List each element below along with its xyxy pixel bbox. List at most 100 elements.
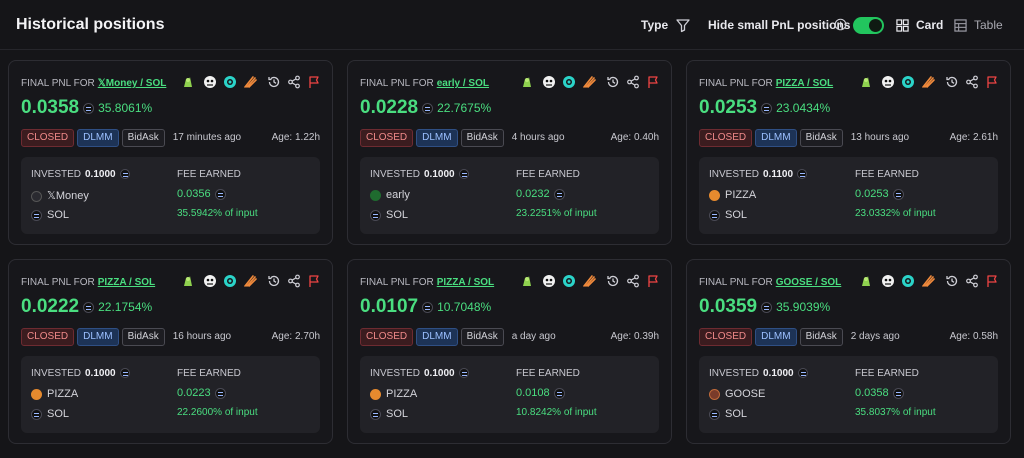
page-title: Historical positions — [16, 16, 165, 33]
time-ago: 17 minutes ago — [172, 132, 242, 143]
filter-icon[interactable] — [675, 17, 691, 33]
invested-value: 0.1000 — [85, 169, 116, 180]
share-icon[interactable] — [287, 75, 301, 89]
final-pnl-line: FINAL PNL FOR PIZZA / SOL — [360, 277, 494, 288]
dex-screener-icon[interactable] — [181, 274, 195, 288]
birdeye-icon[interactable] — [881, 274, 895, 288]
early-token-icon — [370, 189, 381, 201]
fee-value: 0.0223 — [177, 387, 230, 399]
share-icon[interactable] — [287, 274, 301, 288]
pair-link[interactable]: PIZZA / SOL — [436, 277, 495, 288]
pair-link[interactable]: early / SOL — [436, 78, 489, 89]
fee-amount: 0.0232 — [516, 188, 550, 200]
birdeye-icon[interactable] — [542, 75, 556, 89]
strategy-badge: BidAsk — [799, 328, 843, 346]
history-icon[interactable] — [267, 75, 281, 89]
invested-label: INVESTED — [31, 169, 82, 180]
flag-icon[interactable] — [307, 274, 321, 288]
invested-value: 0.1000 — [763, 368, 794, 379]
dex-screener-icon[interactable] — [520, 75, 534, 89]
card-view-icon[interactable] — [896, 19, 909, 32]
share-icon[interactable] — [626, 75, 640, 89]
token-name: PIZZA — [386, 388, 418, 400]
token-name: GOOSE — [725, 388, 766, 400]
position-card: FINAL PNL FOR 𝕏Money / SOL — [8, 60, 333, 245]
pnl-percent: 10.7048% — [437, 300, 492, 314]
gmgn-icon[interactable] — [223, 75, 237, 89]
position-details: INVESTED 0.1000 FEE EARNED PIZZA SOL 0.0… — [21, 356, 320, 433]
flag-icon[interactable] — [985, 274, 999, 288]
birdeye-icon[interactable] — [881, 75, 895, 89]
meteora-icon[interactable] — [921, 274, 935, 288]
sol-icon — [709, 209, 720, 221]
dex-screener-icon[interactable] — [181, 75, 195, 89]
position-card: FINAL PNL FOR PIZZA / SOL — [8, 259, 333, 444]
pair-link[interactable]: PIZZA / SOL — [775, 78, 834, 89]
card-view-button[interactable]: Card — [916, 18, 944, 32]
status-badge: CLOSED — [360, 328, 414, 346]
position-card: FINAL PNL FOR PIZZA / SOL — [347, 259, 672, 444]
table-view-icon[interactable] — [954, 19, 967, 32]
meteora-icon[interactable] — [582, 75, 596, 89]
history-icon[interactable] — [606, 75, 620, 89]
share-icon[interactable] — [965, 274, 979, 288]
sol-icon — [422, 301, 434, 313]
pnl-row: 0.0107 10.7048% — [360, 296, 491, 318]
flag-icon[interactable] — [307, 75, 321, 89]
hide-small-pnl-toggle[interactable] — [853, 17, 884, 34]
gmgn-icon[interactable] — [562, 75, 576, 89]
history-icon[interactable] — [267, 274, 281, 288]
sol-icon — [370, 209, 381, 221]
meteora-icon[interactable] — [243, 75, 257, 89]
gmgn-icon[interactable] — [223, 274, 237, 288]
share-icon[interactable] — [626, 274, 640, 288]
pnl-value: 0.0228 — [360, 97, 419, 118]
dex-screener-icon[interactable] — [859, 274, 873, 288]
meteora-icon[interactable] — [582, 274, 596, 288]
pnl-value: 0.0358 — [21, 97, 80, 118]
invested-label: INVESTED — [709, 368, 760, 379]
token-row: early — [370, 189, 410, 201]
pair-link[interactable]: GOOSE / SOL — [775, 277, 842, 288]
history-icon[interactable] — [945, 75, 959, 89]
flag-icon[interactable] — [646, 75, 660, 89]
invested-label: INVESTED — [709, 169, 760, 180]
position-card: FINAL PNL FOR GOOSE / SOL — [686, 259, 1011, 444]
position-details: INVESTED 0.1000 FEE EARNED GOOSE SOL 0.0… — [699, 356, 998, 433]
flag-icon[interactable] — [985, 75, 999, 89]
share-icon[interactable] — [965, 75, 979, 89]
birdeye-icon[interactable] — [203, 274, 217, 288]
goose-token-icon — [709, 388, 720, 400]
strategy-badge: BidAsk — [121, 328, 165, 346]
gmgn-icon[interactable] — [901, 274, 915, 288]
meteora-icon[interactable] — [921, 75, 935, 89]
quote-name: SOL — [725, 408, 748, 420]
info-icon[interactable] — [834, 18, 847, 31]
sol-icon — [761, 301, 773, 313]
type-filter-label[interactable]: Type — [641, 18, 669, 32]
history-icon[interactable] — [606, 274, 620, 288]
dex-screener-icon[interactable] — [520, 274, 534, 288]
sol-icon — [83, 301, 95, 313]
final-pnl-line: FINAL PNL FOR PIZZA / SOL — [21, 277, 155, 288]
pair-link[interactable]: 𝕏Money / SOL — [97, 78, 167, 89]
final-pnl-prefix: FINAL PNL FOR — [21, 277, 95, 288]
pair-link[interactable]: PIZZA / SOL — [97, 277, 156, 288]
table-view-button[interactable]: Table — [974, 18, 1003, 32]
dex-screener-icon[interactable] — [859, 75, 873, 89]
fee-value: 0.0232 — [516, 188, 569, 200]
gmgn-icon[interactable] — [562, 274, 576, 288]
flag-icon[interactable] — [646, 274, 660, 288]
meteora-icon[interactable] — [243, 274, 257, 288]
position-age: Age: 0.40h — [610, 132, 659, 143]
gmgn-icon[interactable] — [901, 75, 915, 89]
history-icon[interactable] — [945, 274, 959, 288]
birdeye-icon[interactable] — [542, 274, 556, 288]
hide-small-pnl-label: Hide small PnL positions — [708, 18, 851, 32]
sol-icon — [553, 188, 565, 200]
badges: CLOSED DLMM BidAsk 17 minutes ago — [21, 129, 241, 147]
birdeye-icon[interactable] — [203, 75, 217, 89]
pnl-percent: 35.9039% — [776, 300, 831, 314]
quote-name: SOL — [47, 209, 70, 221]
invested-value: 0.1000 — [85, 368, 116, 379]
